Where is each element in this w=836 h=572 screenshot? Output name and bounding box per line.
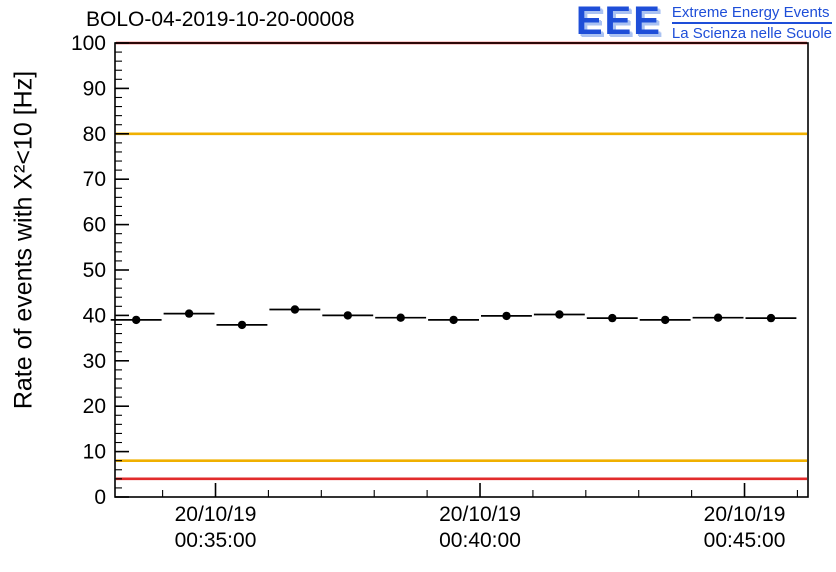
data-point [608, 313, 617, 323]
data-point [766, 313, 776, 323]
y-tick-label: 60 [83, 214, 106, 237]
threshold-lines [116, 41, 807, 481]
data-point [449, 315, 458, 325]
y-tick-label: 100 [71, 32, 106, 55]
logo-subtitle-line1: Extreme Energy Events [671, 4, 830, 21]
plot-frame [114, 42, 809, 498]
y-tick-label: 0 [94, 486, 106, 509]
y-axis-ticks: 0 10 20 30 40 50 60 70 80 90 100 [71, 32, 129, 509]
data-point [661, 315, 670, 325]
x-tick-label-time: 00:35:00 [175, 529, 257, 552]
data-point [290, 305, 300, 314]
y-tick-label: 40 [83, 304, 106, 327]
data-point [502, 311, 511, 321]
x-tick-label-time: 00:40:00 [439, 529, 521, 552]
x-axis-ticks: 20/10/19 00:35:00 20/10/19 00:40:00 20/10/19… [162, 483, 798, 552]
eee-logo-subtitles: Extreme Energy Events La Scienza nelle S… [671, 3, 832, 42]
data-point [555, 310, 564, 319]
data-point [184, 309, 194, 318]
eee-logo-text: EEE [575, 0, 662, 43]
chart-title: BOLO-04-2019-10-20-00008 [86, 8, 355, 31]
data-point [237, 320, 247, 330]
y-tick-label: 10 [83, 441, 106, 464]
x-tick-label-date: 20/10/19 [175, 503, 257, 526]
y-tick-label: 70 [83, 168, 106, 191]
y-tick-label: 30 [83, 350, 106, 373]
data-point [132, 315, 141, 325]
x-tick-label-time: 00:45:00 [704, 529, 786, 552]
logo-divider [671, 22, 832, 24]
logo-subtitle-line2: La Scienza nelle Scuole [671, 25, 832, 42]
y-tick-label: 80 [83, 123, 106, 146]
y-tick-label: 50 [83, 259, 106, 282]
y-tick-label: 90 [83, 77, 106, 100]
y-tick-label: 20 [83, 395, 106, 418]
series-event-rate [110, 305, 797, 330]
eee-logo: EEE Extreme Energy Events La Scienza nel… [575, 0, 832, 43]
data-point [343, 311, 352, 320]
data-point [396, 313, 405, 322]
data-point [713, 313, 723, 322]
x-tick-label-date: 20/10/19 [439, 503, 521, 526]
x-tick-label-date: 20/10/19 [704, 503, 786, 526]
